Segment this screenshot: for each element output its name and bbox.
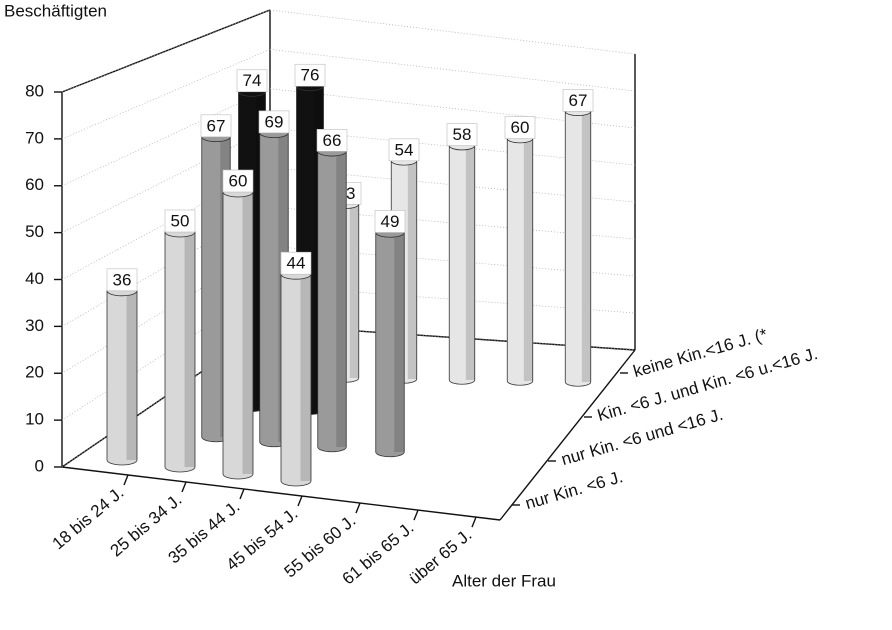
bar-shade bbox=[349, 204, 359, 378]
bar bbox=[448, 145, 476, 385]
x-tick bbox=[181, 481, 187, 493]
grid-line bbox=[269, 88, 636, 129]
value-label-box bbox=[316, 129, 348, 152]
x-tick bbox=[413, 509, 419, 521]
value-label-box bbox=[562, 89, 594, 112]
value-label-box bbox=[446, 123, 478, 146]
bar bbox=[506, 138, 534, 386]
x-tick bbox=[355, 502, 361, 514]
value-label: 54 bbox=[395, 140, 414, 159]
value-label: 60 bbox=[511, 118, 530, 137]
value-label-box bbox=[388, 138, 420, 162]
value-label: 44 bbox=[287, 254, 306, 273]
bar bbox=[222, 191, 254, 480]
value-label-box bbox=[504, 116, 536, 139]
value-label: 49 bbox=[381, 212, 400, 231]
y-tick-label: 40 bbox=[25, 269, 44, 288]
value-label: 67 bbox=[207, 116, 226, 135]
bar-shade bbox=[581, 111, 591, 382]
value-label-box bbox=[200, 114, 232, 138]
y-tick-label: 0 bbox=[35, 456, 44, 475]
x-axis-label: Alter der Frau bbox=[452, 571, 556, 590]
bar bbox=[317, 150, 347, 453]
y-tick-label: 50 bbox=[25, 222, 44, 241]
bar-shade bbox=[126, 290, 137, 460]
bar-shade bbox=[394, 232, 405, 452]
grid-line bbox=[61, 206, 271, 327]
bar-shade bbox=[184, 232, 195, 467]
bar bbox=[375, 232, 405, 458]
bar-group: 50 bbox=[164, 209, 196, 473]
x-tick bbox=[471, 516, 477, 528]
bar bbox=[564, 110, 592, 387]
bar-group: 58 bbox=[446, 123, 478, 385]
value-label-box bbox=[236, 69, 268, 93]
bar-group: 36 bbox=[106, 268, 138, 466]
grid-line bbox=[269, 49, 636, 92]
floor-right-edge bbox=[499, 349, 636, 521]
y-tick-label: 10 bbox=[25, 410, 44, 429]
bar-shade bbox=[336, 151, 347, 447]
value-label-box bbox=[222, 169, 254, 193]
series-label: nur Kin. <6 J. bbox=[523, 467, 625, 513]
value-label-box bbox=[164, 209, 196, 233]
bar-group: 49 bbox=[374, 210, 406, 458]
x-tick bbox=[239, 488, 245, 500]
value-label: 66 bbox=[323, 131, 342, 150]
value-label-box bbox=[294, 63, 326, 87]
y-tick-label: 80 bbox=[25, 81, 44, 100]
value-label: 36 bbox=[113, 270, 132, 289]
grid-line bbox=[61, 88, 271, 187]
bar-shade bbox=[300, 274, 311, 481]
bar-group: 44 bbox=[280, 251, 312, 487]
grid-line bbox=[269, 9, 636, 55]
value-label-box bbox=[374, 210, 406, 233]
value-label-box bbox=[280, 251, 312, 275]
x-tick bbox=[123, 474, 129, 486]
bar bbox=[106, 290, 138, 466]
bar-group: 66 bbox=[316, 129, 348, 453]
value-label-box bbox=[258, 110, 290, 134]
bar-group: 60 bbox=[222, 169, 254, 480]
x-tick bbox=[297, 495, 303, 507]
y-tick-label: 60 bbox=[25, 175, 44, 194]
y-tick-label: 70 bbox=[25, 128, 44, 147]
value-label: 67 bbox=[569, 91, 588, 110]
bar-shade bbox=[242, 192, 253, 474]
bar bbox=[280, 273, 312, 487]
y-tick-label: 30 bbox=[25, 316, 44, 335]
grid-line bbox=[61, 9, 271, 93]
value-label: 76 bbox=[301, 66, 320, 85]
value-label: 60 bbox=[229, 171, 248, 190]
value-label: 58 bbox=[453, 125, 472, 144]
bar-shade bbox=[523, 138, 533, 381]
bar-group: 60 bbox=[504, 116, 536, 386]
bar bbox=[164, 231, 196, 473]
bar-shade bbox=[407, 160, 417, 379]
y-axis-label: Beschäftigten bbox=[4, 1, 107, 20]
y-tick-label: 20 bbox=[25, 363, 44, 382]
value-label: 74 bbox=[243, 71, 262, 90]
value-label: 69 bbox=[265, 112, 284, 131]
grid-line bbox=[61, 167, 271, 280]
value-label: 50 bbox=[171, 211, 190, 230]
value-label-box bbox=[106, 268, 138, 292]
floor-front-edge bbox=[61, 466, 501, 521]
bar-group: 67 bbox=[562, 89, 594, 387]
bar-shade bbox=[465, 145, 475, 380]
